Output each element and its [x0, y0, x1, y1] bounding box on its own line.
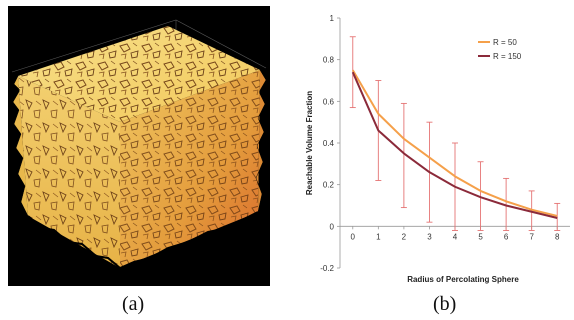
series-line-1 — [351, 69, 558, 217]
legend-label: R = 150 — [493, 52, 522, 61]
x-axis-label: Radius of Percolating Sphere — [407, 275, 519, 284]
x-tick-label: 3 — [427, 232, 432, 241]
y-axis-label: Reachable Volume Fraction — [305, 91, 314, 195]
x-tick-label: 6 — [504, 232, 509, 241]
cube-right-ragged-edge — [255, 69, 267, 213]
x-tick-label: 1 — [376, 232, 381, 241]
volume-render-image — [8, 6, 270, 286]
chart-panel: -0.2 0 0.2 0.4 0.6 0.8 1 0 1 2 3 4 5 6 7 8 R = 50 R = 1… — [290, 0, 574, 290]
series-lines — [351, 69, 558, 219]
y-tick-label: 1 — [330, 14, 335, 23]
legend-label: R = 50 — [493, 38, 517, 47]
caption-b: (b) — [433, 293, 457, 315]
x-tick-label: 4 — [453, 232, 458, 241]
series-line-2 — [351, 71, 558, 219]
x-tick-label: 0 — [351, 232, 356, 241]
y-tick-label: 0.2 — [323, 181, 335, 190]
x-tick-label: 7 — [529, 232, 534, 241]
y-tick-label: -0.2 — [320, 264, 334, 273]
y-axis: -0.2 0 0.2 0.4 0.6 0.8 1 — [320, 14, 341, 273]
x-tick-label: 2 — [402, 232, 407, 241]
y-tick-label: 0.6 — [323, 97, 335, 106]
x-tick-label: 8 — [555, 232, 560, 241]
cube-bottom-edge — [27, 211, 259, 270]
y-tick-label: 0.8 — [323, 56, 335, 65]
y-tick-label: 0 — [330, 222, 335, 231]
line-chart: -0.2 0 0.2 0.4 0.6 0.8 1 0 1 2 3 4 5 6 7 8 R = 50 R = 1… — [305, 14, 570, 284]
cube-left-ragged-edge — [12, 75, 29, 217]
caption-a: (a) — [122, 293, 145, 315]
x-tick-label: 5 — [478, 232, 483, 241]
porous-cube-render — [11, 19, 267, 270]
y-tick-label: 0.4 — [323, 139, 335, 148]
legend: R = 50 R = 150 — [478, 38, 522, 61]
